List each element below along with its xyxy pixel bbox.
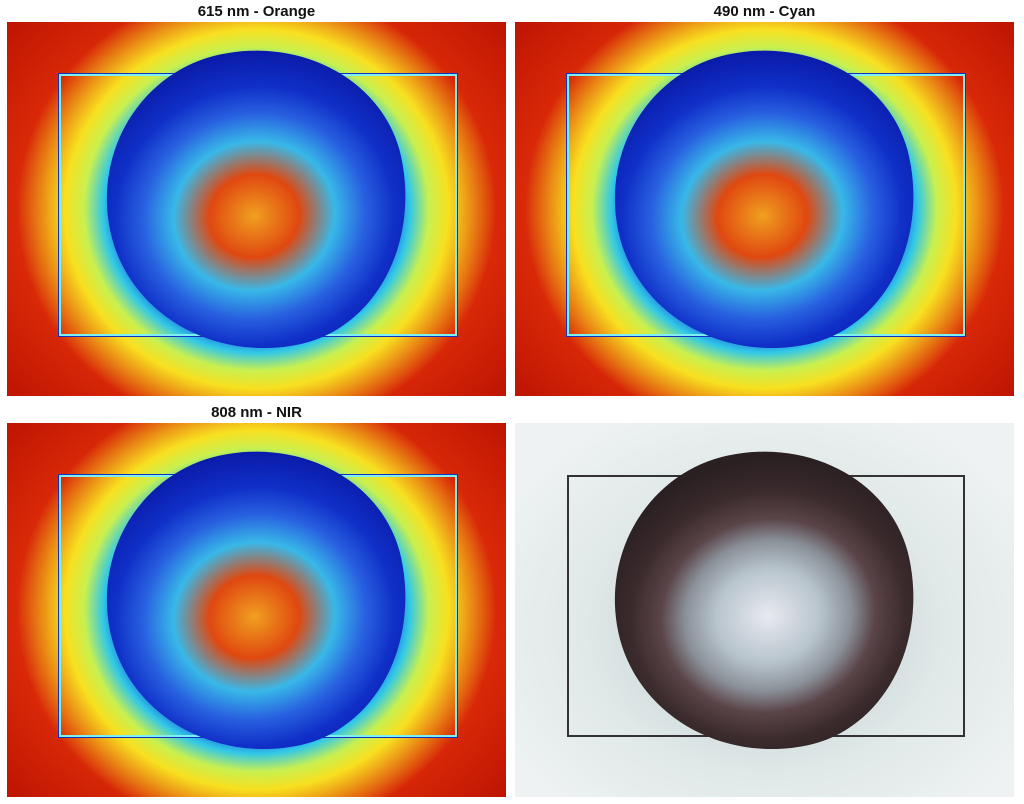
panel-title-808nm: 808 nm - NIR [211, 404, 302, 421]
image-808nm [7, 423, 506, 797]
panel-title-490nm: 490 nm - Cyan [713, 3, 816, 20]
image-490nm [515, 22, 1014, 396]
image-rgb [515, 423, 1014, 797]
panel-title-615nm: 615 nm - Orange [197, 3, 316, 20]
image-615nm [7, 22, 506, 396]
